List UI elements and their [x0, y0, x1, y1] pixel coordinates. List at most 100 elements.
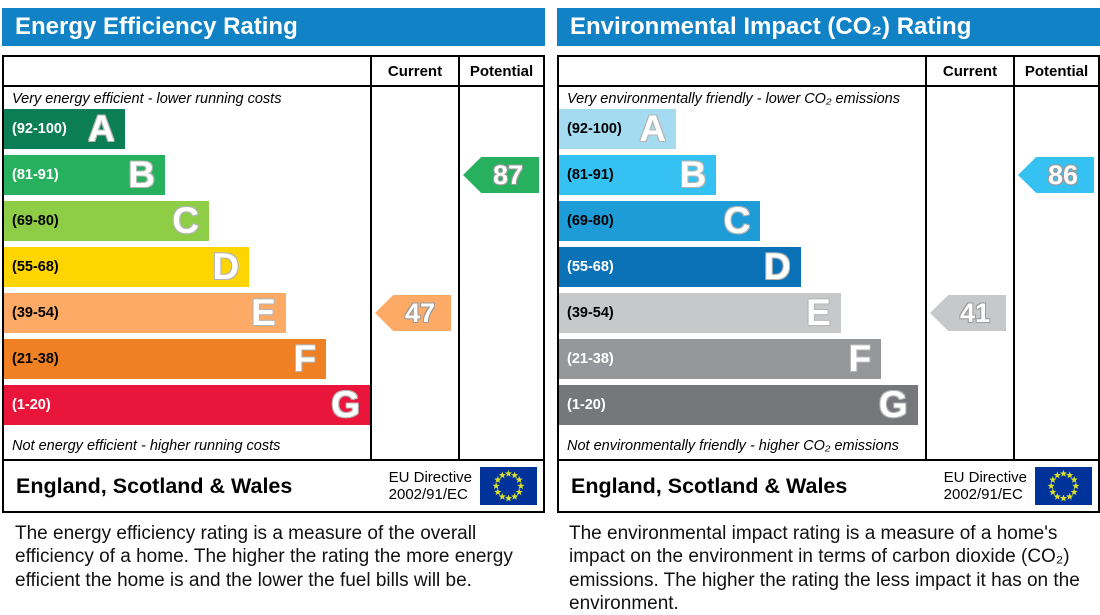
current-rating-arrow: 41	[930, 295, 1006, 331]
band-row-b: (81-91) B	[4, 155, 370, 195]
eu-directive-label: EU Directive 2002/91/EC	[388, 468, 472, 503]
energy-efficiency-panel: Energy Efficiency Rating Current Potenti…	[2, 8, 545, 513]
band-row-f: (21-38) F	[4, 339, 370, 379]
band-range-label: (1-20)	[12, 397, 51, 413]
current-column-header: Current	[925, 57, 1013, 85]
band-range-label: (39-54)	[567, 305, 614, 321]
energy-rating-table: Current Potential Very energy efficient …	[2, 55, 545, 513]
band-bar-g: (1-20) G	[4, 385, 370, 425]
band-bar-f: (21-38) F	[559, 338, 882, 379]
rating-descriptions: The energy efficiency rating is a measur…	[2, 522, 1098, 615]
band-bar-e: (39-54) E	[4, 293, 286, 333]
table-footer: England, Scotland & Wales EU Directive 2…	[559, 459, 1098, 511]
band-range-label: (92-100)	[567, 121, 622, 137]
band-letter: B	[679, 154, 707, 195]
band-list: (92-100) A (81-91) B (69-80) C (55-68) D (39-54)…	[559, 109, 925, 425]
current-rating-value: 41	[959, 297, 991, 328]
band-row-g: (1-20) G	[559, 385, 925, 425]
band-range-label: (21-38)	[12, 351, 59, 367]
bands-column: Very energy efficient - lower running co…	[4, 87, 370, 459]
band-letter: D	[763, 246, 791, 287]
potential-rating-value: 87	[492, 159, 524, 190]
band-letter: C	[723, 200, 751, 241]
band-letter: B	[128, 154, 156, 195]
band-letter: G	[878, 384, 908, 425]
band-bar-d: (55-68) D	[559, 247, 801, 287]
potential-column-header: Potential	[1013, 57, 1098, 85]
band-range-label: (39-54)	[12, 305, 59, 321]
band-row-b: (81-91) B	[559, 155, 925, 195]
bands-column: Very environmentally friendly - lower CO…	[559, 87, 925, 459]
band-letter: E	[251, 292, 276, 333]
band-row-g: (1-20) G	[4, 385, 370, 425]
top-note: Very environmentally friendly - lower CO…	[567, 91, 900, 107]
energy-description: The energy efficiency rating is a measur…	[15, 523, 513, 591]
band-bar-g: (1-20) G	[559, 385, 918, 425]
band-row-a: (92-100) A	[559, 109, 925, 149]
band-bar-e: (39-54) E	[559, 293, 841, 333]
environmental-rating-table: Current Potential Very environmentally f…	[557, 55, 1100, 513]
region-label: England, Scotland & Wales	[571, 473, 848, 498]
band-range-label: (21-38)	[567, 351, 614, 367]
potential-value-column: 86	[1013, 87, 1098, 459]
band-row-e: (39-54) E	[559, 293, 925, 333]
band-letter: F	[293, 338, 317, 379]
band-range-label: (81-91)	[567, 167, 614, 183]
band-letter: A	[88, 108, 115, 149]
band-letter: A	[639, 108, 667, 149]
band-range-label: (81-91)	[12, 167, 59, 183]
environmental-title-bar: Environmental Impact (CO₂) Rating	[557, 8, 1100, 46]
band-bar-c: (69-80) C	[4, 201, 209, 241]
potential-rating-value: 86	[1047, 159, 1079, 190]
potential-value-column: 87	[458, 87, 543, 459]
environmental-title: Environmental Impact (CO₂) Rating	[570, 13, 972, 40]
band-range-label: (69-80)	[12, 213, 59, 229]
band-letter: D	[212, 246, 240, 287]
band-row-f: (21-38) F	[559, 339, 925, 379]
band-row-e: (39-54) E	[4, 293, 370, 333]
current-rating-arrow: 47	[375, 295, 451, 331]
top-note: Very energy efficient - lower running co…	[12, 91, 282, 107]
band-list: (92-100) A (81-91) B (69-80) C (55-68) D (39-54)…	[4, 109, 370, 425]
chart-body: Very environmentally friendly - lower CO…	[559, 87, 1098, 459]
potential-rating-arrow: 86	[1018, 157, 1094, 193]
band-letter: E	[806, 292, 831, 333]
band-row-d: (55-68) D	[559, 247, 925, 287]
band-range-label: (55-68)	[567, 259, 614, 275]
potential-column-header: Potential	[458, 57, 543, 85]
band-row-d: (55-68) D	[4, 247, 370, 287]
band-bar-b: (81-91) B	[559, 154, 717, 195]
band-bar-a: (92-100) A	[559, 108, 677, 149]
environmental-impact-panel: Environmental Impact (CO₂) Rating Curren…	[557, 8, 1100, 513]
band-bar-d: (55-68) D	[4, 246, 250, 287]
band-row-c: (69-80) C	[4, 201, 370, 241]
bottom-note: Not energy efficient - higher running co…	[12, 438, 281, 454]
chart-body: Very energy efficient - lower running co…	[4, 87, 543, 459]
table-header: Current Potential	[4, 57, 543, 87]
band-range-label: (55-68)	[12, 259, 59, 275]
table-header: Current Potential	[559, 57, 1098, 87]
band-bar-b: (81-91) B	[4, 154, 166, 195]
band-range-label: (92-100)	[12, 121, 67, 137]
eu-flag-icon	[1035, 467, 1092, 505]
current-value-column: 41	[925, 87, 1013, 459]
bottom-note: Not environmentally friendly - higher CO…	[567, 438, 899, 454]
eu-flag-icon	[480, 467, 537, 505]
energy-title-bar: Energy Efficiency Rating	[2, 8, 545, 46]
band-bar-f: (21-38) F	[4, 338, 327, 379]
band-letter: F	[848, 338, 872, 379]
energy-title: Energy Efficiency Rating	[15, 13, 298, 40]
header-spacer	[559, 57, 925, 85]
current-column-header: Current	[370, 57, 458, 85]
header-spacer	[4, 57, 370, 85]
band-letter: C	[172, 200, 199, 241]
epc-certificates: Energy Efficiency Rating Current Potenti…	[2, 8, 1100, 513]
band-row-c: (69-80) C	[559, 201, 925, 241]
band-bar-a: (92-100) A	[4, 109, 125, 149]
eu-directive-label: EU Directive 2002/91/EC	[943, 468, 1027, 503]
region-label: England, Scotland & Wales	[16, 473, 293, 498]
band-range-label: (69-80)	[567, 213, 614, 229]
band-bar-c: (69-80) C	[559, 200, 761, 241]
band-row-a: (92-100) A	[4, 109, 370, 149]
band-letter: G	[331, 384, 360, 425]
